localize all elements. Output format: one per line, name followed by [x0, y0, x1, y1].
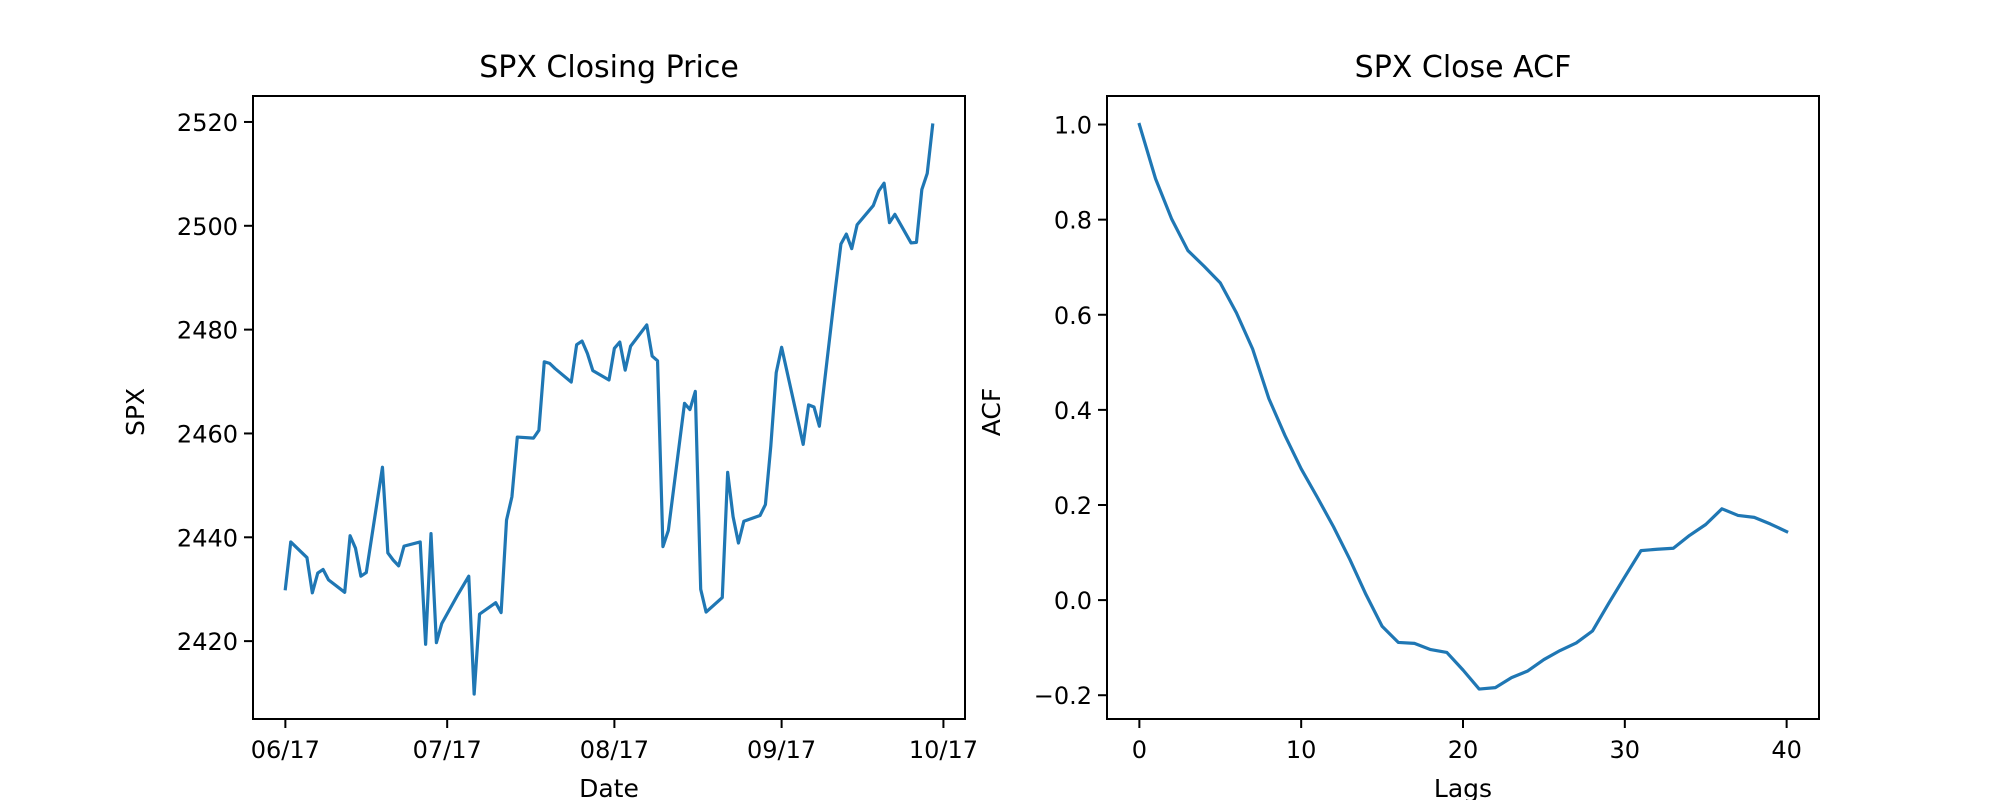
series-line [283, 123, 935, 696]
x-tick-label: 0 [1132, 736, 1147, 764]
y-tick-label: 1.0 [1054, 112, 1092, 140]
y-tick-label: 0.4 [1054, 397, 1092, 425]
x-tick-label: 10/17 [909, 736, 978, 764]
y-axis-label: SPX [121, 388, 150, 436]
x-tick-label: 30 [1610, 736, 1641, 764]
axis-ticks: 0 10 20 30 40 −0.2 0.0 0.2 0.4 0.6 0.8 1.0 [1034, 112, 1802, 764]
x-tick-label: 10 [1286, 736, 1317, 764]
y-tick-label: 2500 [177, 213, 238, 241]
x-tick-label: 40 [1771, 736, 1802, 764]
y-tick-label: 2420 [177, 628, 238, 656]
y-tick-label: 2520 [177, 109, 238, 137]
x-tick-label: 06/17 [251, 736, 320, 764]
x-tick-label: 09/17 [747, 736, 816, 764]
y-tick-label: −0.2 [1034, 682, 1092, 710]
axis-ticks: 06/17 07/17 08/17 09/17 10/17 2420 2440 2460 248… [177, 109, 978, 764]
y-tick-label: 0.2 [1054, 492, 1092, 520]
x-axis-label: Lags [1434, 774, 1492, 800]
plot-frame [1106, 95, 1820, 720]
plot-lines [1137, 122, 1789, 691]
y-tick-label: 0.0 [1054, 587, 1092, 615]
spx-acf-chart: SPX Close ACF ACF Lags 0 10 20 30 40−0.20.00… [977, 50, 1820, 803]
chart-title: SPX Closing Price [479, 50, 739, 85]
spx-price-chart: SPX Closing Price SPX Date 06/17 07/17 08/… [121, 50, 978, 803]
y-tick-label: 0.8 [1054, 207, 1092, 235]
plot-frame [252, 95, 966, 720]
y-tick-label: 2460 [177, 420, 238, 448]
plot-lines [283, 123, 935, 696]
x-axis-label: Date [579, 774, 639, 800]
series-line [1137, 122, 1789, 691]
y-axis-label: ACF [977, 388, 1006, 437]
chart-title: SPX Close ACF [1355, 50, 1572, 85]
y-tick-label: 2440 [177, 524, 238, 552]
y-tick-label: 2480 [177, 317, 238, 345]
x-tick-label: 07/17 [413, 736, 482, 764]
y-tick-label: 0.6 [1054, 302, 1092, 330]
x-tick-label: 08/17 [580, 736, 649, 764]
x-tick-label: 20 [1448, 736, 1479, 764]
